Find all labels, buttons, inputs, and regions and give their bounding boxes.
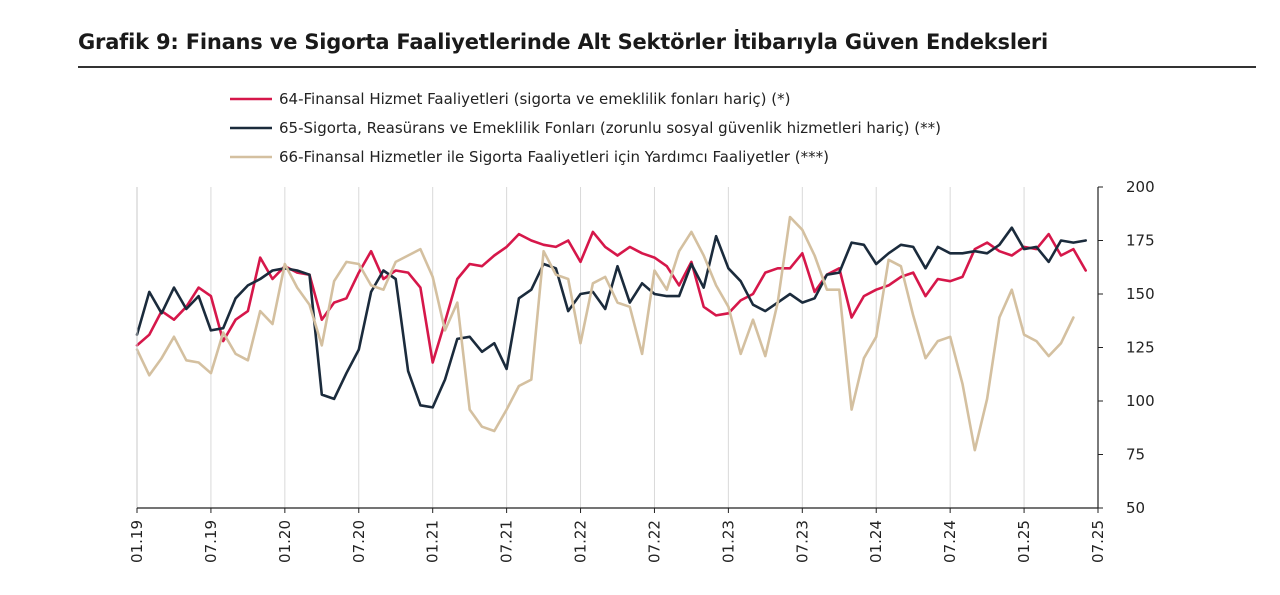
y-tick-label-175: 175 [1126,232,1155,250]
x-tick-label-07.19: 07.19 [202,520,220,563]
series-line-65 [135,226,1087,409]
x-tick-label-01.21: 01.21 [424,520,442,563]
x-tick-label-01.19: 01.19 [128,520,146,563]
x-tick-label-01.24: 01.24 [867,520,885,563]
axes: 50 75 100 125 150 175 200 01.19 07.19 01.20 07.20 0… [128,178,1155,563]
x-tick-label-01.22: 01.22 [572,520,590,563]
x-tick-label-07.20: 07.20 [350,520,368,563]
x-tick-label-01.20: 01.20 [276,520,294,563]
series-line-64 [135,230,1087,364]
y-tick-label-100: 100 [1126,392,1155,410]
legend: 64-Finansal Hizmet Faaliyetleri (sigorta… [230,90,941,166]
chart-title: Grafik 9: Finans ve Sigorta Faaliyetleri… [78,30,1049,54]
legend-entry-66: 66-Finansal Hizmetler ile Sigorta Faaliy… [230,148,829,166]
x-tick-label-07.22: 07.22 [645,520,663,563]
x-tick-label-07.23: 07.23 [793,520,811,563]
legend-label-65: 65-Sigorta, Reasürans ve Emeklilik Fonla… [279,119,941,137]
legend-entry-64: 64-Finansal Hizmet Faaliyetleri (sigorta… [230,90,790,108]
x-tick-label-01.25: 01.25 [1015,520,1033,563]
series-line-66 [135,215,1075,452]
y-tick-label-125: 125 [1126,339,1155,357]
y-tick-label-50: 50 [1126,499,1145,517]
x-tick-label-07.24: 07.24 [941,520,959,563]
y-tick-label-200: 200 [1126,178,1155,196]
legend-label-66: 66-Finansal Hizmetler ile Sigorta Faaliy… [279,148,829,166]
x-tick-label-07.21: 07.21 [498,520,516,563]
y-tick-label-75: 75 [1126,446,1145,464]
series-layer [135,215,1087,452]
legend-entry-65: 65-Sigorta, Reasürans ve Emeklilik Fonla… [230,119,941,137]
title-divider [78,66,1256,68]
x-tick-label-07.25: 07.25 [1089,520,1107,563]
legend-label-64: 64-Finansal Hizmet Faaliyetleri (sigorta… [279,90,790,108]
y-tick-label-150: 150 [1126,285,1155,303]
x-tick-label-01.23: 01.23 [719,520,737,563]
